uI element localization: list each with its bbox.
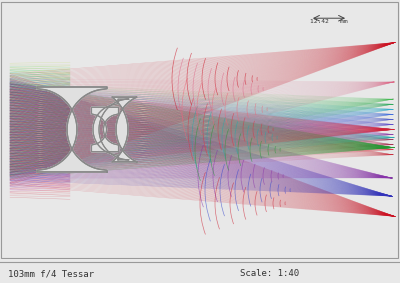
Polygon shape bbox=[92, 107, 118, 152]
Polygon shape bbox=[37, 87, 107, 172]
Polygon shape bbox=[112, 97, 137, 162]
Text: 12.42   mm: 12.42 mm bbox=[310, 19, 348, 24]
Polygon shape bbox=[92, 107, 118, 152]
Text: Scale: 1:40: Scale: 1:40 bbox=[240, 269, 299, 278]
Polygon shape bbox=[112, 97, 137, 162]
Text: 103mm f/4 Tessar: 103mm f/4 Tessar bbox=[8, 269, 94, 278]
Polygon shape bbox=[93, 99, 129, 160]
Polygon shape bbox=[93, 99, 129, 160]
Polygon shape bbox=[37, 87, 107, 172]
